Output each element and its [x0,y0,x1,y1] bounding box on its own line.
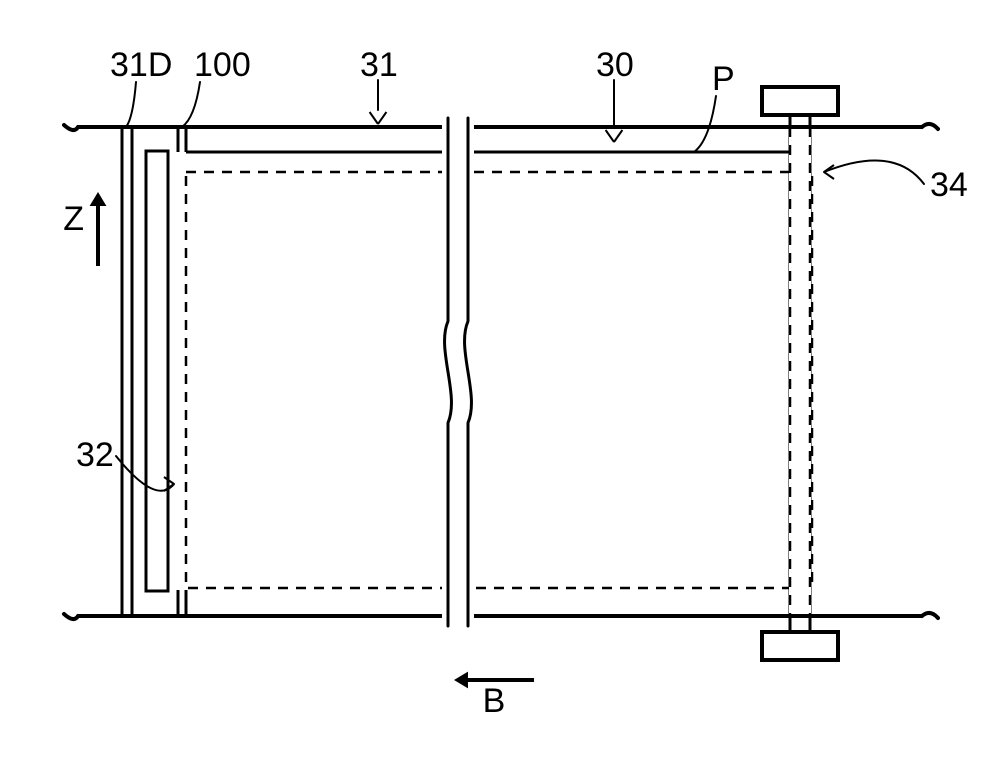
label-100: 100 [194,46,251,84]
label-30: 30 [596,46,634,84]
label-32: 32 [76,436,114,474]
diagram: 31D 100 31 30 P 34 32 Z B [0,0,1000,778]
label-31: 31 [360,46,398,84]
label-Z: Z [63,200,84,238]
label-31D: 31D [110,46,172,84]
label-34: 34 [930,166,968,204]
label-P: P [712,60,735,98]
label-B: B [483,682,506,720]
